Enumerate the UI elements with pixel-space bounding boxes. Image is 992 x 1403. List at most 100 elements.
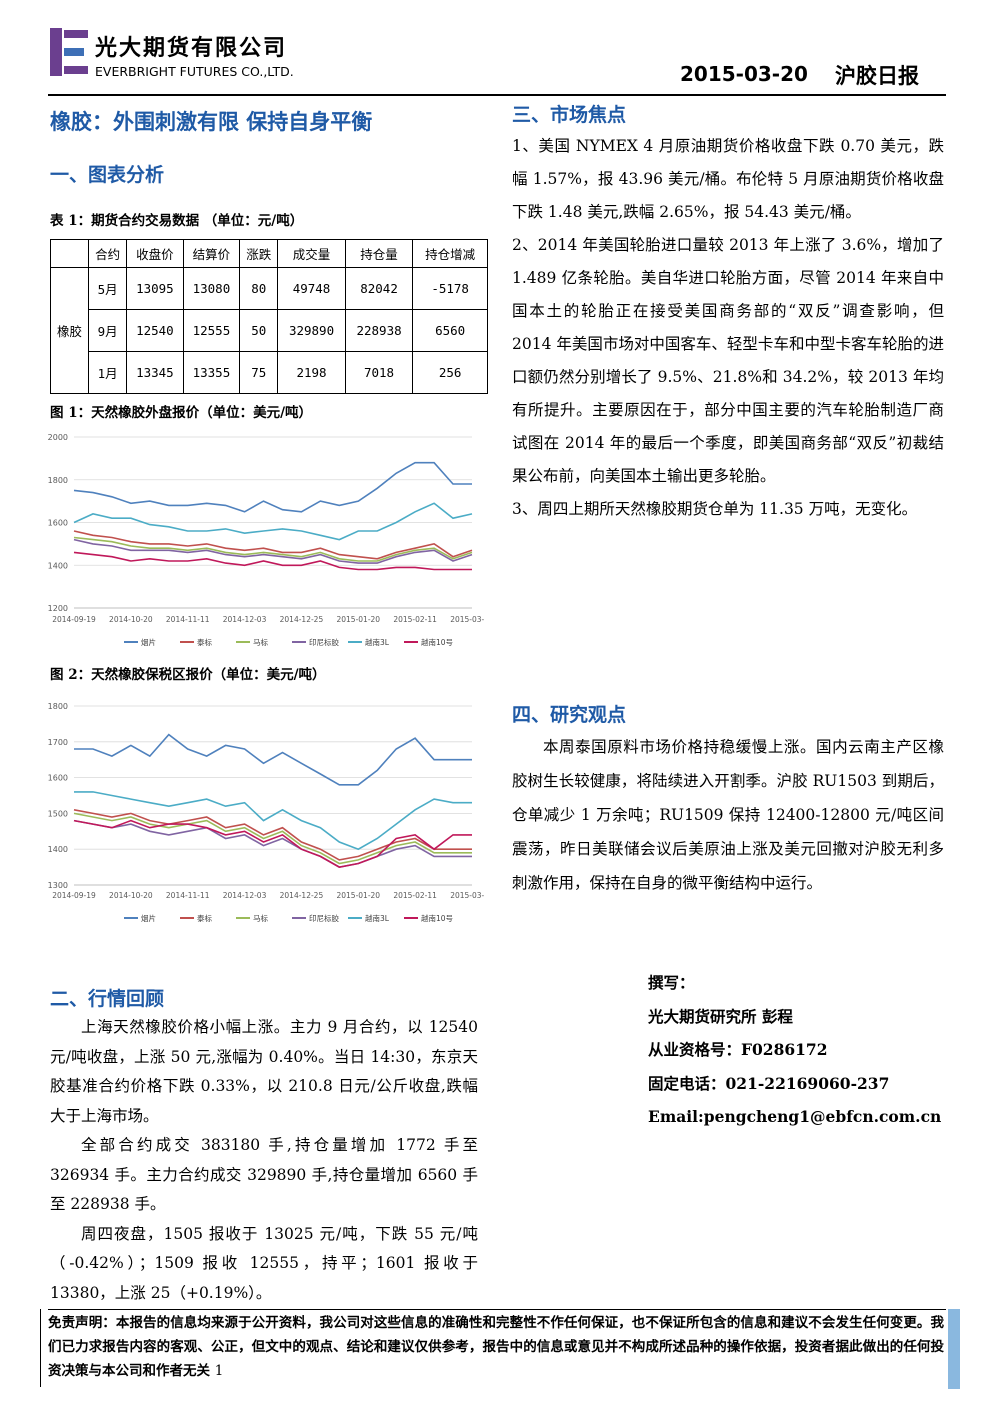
table-header-cell: 涨跌	[239, 239, 279, 268]
paragraph: 本周泰国原料市场价格持稳缓慢上涨。国内云南主产区橡胶树生长较健康，将陆续进入开割…	[512, 738, 944, 892]
author-license: 从业资格号：F0286172	[648, 1040, 828, 1059]
section-heading: 一、图表分析	[50, 164, 165, 186]
table-cell: 50	[239, 309, 279, 352]
author-block: 撰写： 光大期货研究所 彭程 从业资格号：F0286172 固定电话：021-2…	[648, 966, 941, 1134]
paragraph: 3、周四上期所天然橡胶期货仓单为 11.35 万吨，无变化。	[512, 500, 918, 518]
series-line	[73, 809, 472, 861]
x-tick-label: 2014-11-11	[166, 615, 210, 624]
x-tick-label: 2014-12-03	[223, 615, 267, 624]
legend-label: 越南3L	[365, 637, 390, 647]
legend-label: 马标	[253, 913, 268, 923]
table-row: 9月 12540 12555 50 329890 228938 6560	[51, 309, 488, 352]
legend-label: 印尼标胶	[309, 913, 339, 923]
section-heading: 四、研究观点	[512, 704, 627, 726]
table-cell: 1月	[88, 351, 128, 394]
logo	[50, 28, 88, 76]
series-line	[74, 791, 472, 851]
series-line	[73, 502, 473, 541]
x-tick-label: 2015-03-16	[450, 891, 484, 900]
table-header-cell: 结算价	[182, 239, 241, 268]
series-line	[73, 538, 473, 564]
table-cell: 9月	[88, 309, 128, 352]
legend-label: 烟片	[141, 637, 156, 647]
paragraph: 2、2014 年美国轮胎进口量较 2013 年上涨了 3.6%，增加了 1.48…	[512, 236, 944, 485]
author-org: 光大期货研究所 彭程	[648, 1006, 793, 1026]
legend-label: 越南10号	[421, 637, 453, 647]
section-heading: 二、行情回顾	[50, 988, 165, 1010]
table-cell: 75	[239, 351, 279, 394]
table-cell: 49748	[277, 267, 346, 310]
y-tick-label: 1800	[48, 702, 68, 711]
y-tick-label: 1400	[48, 561, 68, 570]
x-tick-label: 2015-03-16	[450, 615, 484, 624]
table-cell: 256	[412, 351, 488, 394]
footer-rule	[48, 1309, 946, 1310]
x-tick-label: 2015-02-11	[393, 615, 437, 624]
x-tick-label: 2014-12-25	[280, 891, 324, 900]
table-cell: 13345	[126, 351, 184, 394]
report-name: 沪胶日报	[835, 63, 919, 88]
table-caption: 表 1：期货合约交易数据 （单位：元/吨）	[50, 213, 304, 229]
paragraph: 周四夜盘，1505 报收于 13025 元/吨，下跌 55 元/吨（-0.42%…	[50, 1224, 478, 1302]
y-tick-label: 2000	[48, 433, 68, 442]
table-row-header: 橡胶	[49, 267, 90, 394]
author-email: Email:pengcheng1@ebfcn.com.cn	[648, 1107, 942, 1126]
x-tick-label: 2015-01-20	[336, 891, 380, 900]
legend-label: 马标	[253, 637, 268, 647]
company-cn: 光大期货有限公司	[95, 35, 288, 61]
x-tick-label: 2014-09-19	[52, 891, 96, 900]
footer-bracket	[40, 1309, 41, 1387]
x-tick-label: 2015-02-11	[393, 891, 437, 900]
table-cell: -5178	[412, 267, 488, 310]
table-cell: 2198	[277, 351, 346, 394]
y-tick-label: 1600	[48, 774, 68, 783]
table-cell: 329890	[277, 309, 346, 352]
y-tick-label: 1200	[48, 604, 68, 613]
table-cell: 7018	[344, 351, 414, 394]
table-header-row: 合约 收盘价 结算价 涨跌 成交量 持仓量 持仓增减	[49, 239, 488, 268]
table-cell: 12555	[182, 309, 241, 352]
table-cell	[49, 239, 90, 268]
paragraph: 全部合约成交 383180 手,持仓量增加 1772 手至 326934 手。主…	[50, 1136, 478, 1213]
table-header-cell: 收盘价	[126, 239, 184, 268]
footer-bar	[948, 1309, 960, 1389]
series-line	[73, 461, 472, 513]
x-tick-label: 2014-12-25	[280, 615, 324, 624]
x-tick-label: 2014-12-03	[223, 891, 267, 900]
disclaimer-text: 免责声明：本报告的信息均来源于公开资料，我公司对这些信息的准确性和完整性不作任何…	[48, 1315, 944, 1379]
y-tick-label: 1400	[48, 845, 68, 854]
series-line	[73, 812, 472, 865]
disclaimer: 免责声明：本报告的信息均来源于公开资料，我公司对这些信息的准确性和完整性不作任何…	[48, 1311, 944, 1383]
section-body: 1、美国 NYMEX 4 月原油期货价格收盘下跌 0.70 美元，跌幅 1.57…	[512, 130, 944, 526]
x-tick-label: 2014-10-20	[109, 615, 153, 624]
legend-label: 泰标	[197, 913, 212, 923]
legend-label: 烟片	[141, 913, 156, 923]
table-cell: 82042	[344, 267, 414, 310]
legend-label: 印尼标胶	[309, 637, 339, 647]
figure-caption: 图 1：天然橡胶外盘报价（单位：美元/吨）	[50, 405, 313, 421]
chart: 1300 1400 1500 1600 1700 1800 2014-09-19 2014-1…	[48, 702, 484, 923]
table-cell: 13095	[126, 267, 184, 310]
section-body: 上海天然橡胶价格小幅上涨。主力 9 月合约，以 12540 元/吨收盘，上涨 5…	[50, 1013, 478, 1308]
x-tick-label: 2015-01-20	[336, 615, 380, 624]
legend-label: 越南10号	[421, 913, 453, 923]
x-tick-label: 2014-10-20	[109, 891, 153, 900]
series-line	[73, 551, 472, 571]
section-heading: 三、市场焦点	[512, 104, 627, 126]
table-cell: 13355	[182, 351, 241, 394]
table-header-cell: 成交量	[277, 239, 346, 268]
series-line	[74, 733, 472, 786]
section-body: 本周泰国原料市场价格持稳缓慢上涨。国内云南主产区橡胶树生长较健康，将陆续进入开割…	[512, 730, 944, 900]
y-tick-label: 1600	[48, 519, 68, 528]
author-phone: 固定电话：021-22169060-237	[648, 1073, 890, 1093]
y-tick-label: 1800	[48, 476, 68, 485]
table-cell: 12540	[126, 309, 184, 352]
report-date: 2015-03-20	[680, 62, 808, 86]
table-row: 橡胶 5月 13095 13080 80 49748 82042 -5178	[49, 267, 488, 394]
figure-caption: 图 2：天然橡胶保税区报价（单位：美元/吨）	[50, 667, 326, 683]
company-en: EVERBRIGHT FUTURES CO.,LTD.	[95, 64, 294, 79]
page-number: 1	[214, 1363, 224, 1379]
table-cell: 13080	[182, 267, 241, 310]
table-header-cell: 持仓增减	[412, 239, 488, 268]
